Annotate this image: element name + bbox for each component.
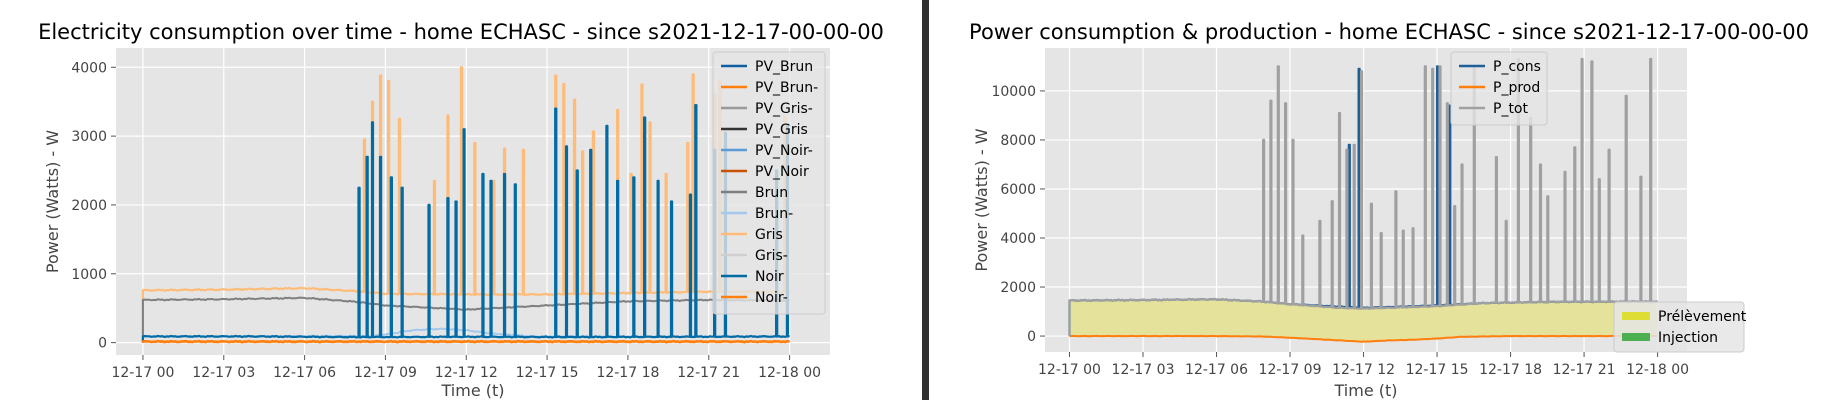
legend-label: Brun [755, 185, 788, 201]
x-tick-label: 12-17 18 [1479, 362, 1542, 378]
y-tick-label: 4000 [1000, 231, 1036, 247]
panel-divider [922, 0, 929, 400]
y-tick-label: 1000 [71, 267, 107, 283]
series-line-gris [141, 66, 790, 343]
x-axis-label: Time (t) [1334, 381, 1398, 400]
legend-label: PV_Brun- [755, 80, 818, 96]
x-tick-label: 12-17 18 [596, 365, 659, 381]
x-tick-label: 12-17 12 [435, 365, 498, 381]
chart-title: Power consumption & production - home EC… [969, 20, 1809, 44]
y-tick-label: 6000 [1000, 182, 1036, 198]
area-legend-label: Prélèvement [1658, 309, 1747, 325]
legend: PV_Brun PV_Brun- PV_Gris- PV_Gris PV_Noir- PV… [712, 51, 826, 315]
x-tick-label: 12-17 21 [677, 365, 740, 381]
legend-label: P_prod [1493, 80, 1540, 96]
chart-right: Power consumption & production - home EC… [969, 20, 1809, 400]
area-legend-label: Injection [1658, 330, 1718, 346]
plot-area [116, 48, 830, 355]
series-line-p-tot [1068, 57, 1658, 337]
x-tick-label: 12-17 15 [516, 365, 579, 381]
legend: P_cons P_prod P_tot [1450, 51, 1548, 126]
plot-content [141, 66, 790, 344]
legend-label: PV_Noir- [755, 143, 813, 159]
x-tick-label: 12-18 00 [1626, 362, 1689, 378]
legend-label: Gris [755, 227, 783, 243]
legend-label: Brun- [755, 206, 793, 222]
x-tick-label: 12-17 09 [354, 365, 417, 381]
series-line-noir- [141, 340, 790, 344]
x-tick-label: 12-17 06 [273, 365, 336, 381]
x-tick-label: 12-17 06 [1185, 362, 1248, 378]
y-tick-label: 8000 [1000, 133, 1036, 149]
series-line-p-prod [1069, 334, 1658, 343]
y-tick-label: 10000 [991, 84, 1036, 100]
legend-label: Gris- [755, 248, 788, 264]
legend-box [712, 51, 826, 315]
area-legend: Prélèvement Injection [1613, 301, 1747, 353]
legend-label: PV_Brun [755, 59, 813, 75]
x-tick-label: 12-17 03 [1112, 362, 1175, 378]
legend-label: P_tot [1493, 101, 1528, 117]
y-tick-label: 2000 [71, 198, 107, 214]
chart-left: Electricity consumption over time - home… [38, 20, 884, 400]
prelevement-area [1069, 299, 1658, 342]
y-tick-label: 0 [98, 336, 107, 352]
x-tick-label: 12-17 09 [1259, 362, 1322, 378]
legend-label: P_cons [1493, 59, 1541, 75]
y-tick-label: 3000 [71, 129, 107, 145]
x-tick-label: 12-17 00 [111, 365, 174, 381]
legend-label: PV_Gris- [755, 101, 813, 117]
y-tick-label: 4000 [71, 60, 107, 76]
y-axis-label: Power (Watts) - W [972, 128, 991, 271]
series-line-noir [141, 104, 790, 343]
area-legend-swatch [1622, 333, 1650, 341]
x-axis-label: Time (t) [441, 381, 505, 400]
plot-content [1068, 57, 1658, 343]
x-tick-label: 12-17 21 [1553, 362, 1616, 378]
y-axis-label: Power (Watts) - W [43, 130, 62, 273]
x-tick-label: 12-17 00 [1038, 362, 1101, 378]
x-tick-label: 12-17 12 [1332, 362, 1395, 378]
chart-title: Electricity consumption over time - home… [38, 20, 884, 44]
x-tick-label: 12-17 15 [1406, 362, 1469, 378]
y-tick-label: 2000 [1000, 280, 1036, 296]
area-legend-swatch [1622, 312, 1650, 320]
x-tick-label: 12-18 00 [758, 365, 821, 381]
legend-label: Noir [755, 269, 784, 285]
legend-label: PV_Gris [755, 122, 808, 138]
legend-label: PV_Noir [755, 164, 809, 180]
y-tick-label: 0 [1027, 329, 1036, 345]
legend-label: Noir- [755, 290, 788, 306]
x-tick-label: 12-17 03 [192, 365, 255, 381]
